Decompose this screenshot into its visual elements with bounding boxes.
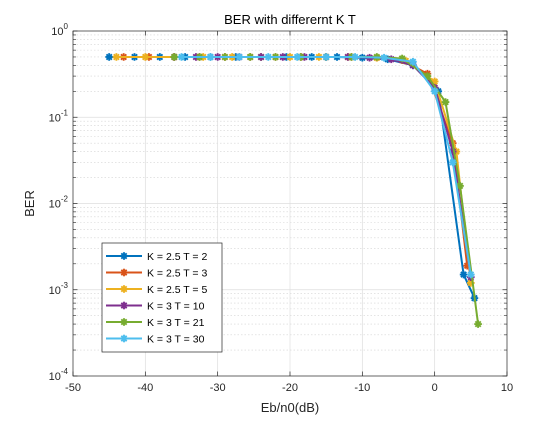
y-tick-label: 100	[51, 22, 68, 38]
data-point	[409, 57, 417, 66]
marker-stroke	[449, 158, 457, 166]
legend-box	[101, 242, 223, 353]
marker-stroke	[409, 58, 417, 66]
marker-stroke	[170, 53, 178, 61]
marker-stroke	[236, 53, 243, 61]
chart-title: BER with differernt K T	[224, 12, 356, 27]
x-tick-label: 10	[501, 382, 513, 394]
marker-stroke	[141, 53, 149, 61]
y-tick-labels: 100 10-1 10-2 10-3 10-4	[49, 22, 69, 383]
data-point	[235, 53, 244, 61]
legend-item: K = 2.5 T = 5	[106, 284, 207, 296]
data-point	[380, 53, 388, 62]
marker-stroke	[293, 53, 301, 61]
data-point	[293, 53, 302, 61]
marker-stroke	[120, 318, 128, 326]
marker-stroke	[380, 54, 388, 62]
marker-stroke	[431, 87, 439, 95]
x-tick-label: -50	[65, 382, 81, 394]
x-tick-label: -10	[354, 382, 370, 394]
marker-stroke	[322, 53, 330, 61]
data-point	[448, 158, 457, 167]
data-point	[105, 53, 113, 61]
series-6	[177, 53, 475, 279]
data-point	[170, 53, 179, 61]
series-layer	[105, 53, 482, 328]
data-point	[459, 270, 468, 279]
legend-item: K = 2.5 T = 2	[106, 251, 207, 263]
data-point	[441, 98, 450, 106]
marker-stroke	[120, 285, 128, 293]
marker-stroke	[351, 53, 359, 61]
marker-stroke	[120, 335, 128, 342]
legend-label: K = 2.5 T = 5	[147, 284, 207, 296]
data-point	[467, 270, 475, 279]
x-tick-label: 0	[432, 382, 438, 394]
data-point	[112, 53, 121, 61]
legend-label: K = 3 T = 21	[147, 317, 205, 329]
x-tick-label: -40	[137, 382, 153, 394]
y-tick-label: 10-2	[49, 195, 69, 211]
data-point	[120, 318, 128, 326]
y-axis-label: BER	[22, 190, 37, 217]
x-axis-label: Eb/n0(dB)	[261, 400, 320, 415]
y-tick-label: 10-1	[49, 108, 69, 124]
legend-item: K = 3 T = 10	[106, 301, 205, 313]
data-point	[351, 53, 359, 61]
data-point	[141, 53, 150, 61]
marker-stroke	[460, 271, 467, 278]
marker-stroke	[120, 302, 128, 309]
data-point	[322, 53, 330, 61]
data-point	[120, 268, 128, 277]
marker-stroke	[105, 53, 113, 61]
legend-label: K = 2.5 T = 3	[147, 268, 207, 280]
data-point	[120, 301, 128, 310]
legend-item: K = 2.5 T = 3	[106, 268, 207, 280]
data-point	[206, 53, 215, 61]
marker-stroke	[456, 182, 464, 190]
marker-stroke	[474, 320, 482, 328]
data-point	[177, 53, 186, 61]
legend-item: K = 3 T = 21	[106, 317, 205, 329]
series-line	[181, 56, 472, 275]
marker-stroke	[264, 53, 272, 61]
marker-stroke	[113, 53, 120, 61]
marker-stroke	[207, 53, 214, 61]
major-grid	[73, 31, 507, 376]
data-point	[264, 53, 273, 61]
data-point	[120, 252, 128, 260]
data-point	[120, 334, 128, 343]
marker-stroke	[442, 98, 449, 106]
legend-label: K = 3 T = 10	[147, 301, 205, 313]
y-tick-label: 10-3	[49, 281, 69, 297]
data-point	[474, 320, 482, 328]
data-point	[430, 87, 439, 96]
marker-stroke	[120, 269, 128, 276]
x-tick-labels: -50 -40 -30 -20 -10 0 10	[65, 382, 513, 394]
axis-ticks	[72, 30, 508, 377]
legend-item: K = 3 T = 30	[106, 334, 205, 346]
legend: K = 2.5 T = 2 K = 2.5 T = 3 K = 2.5 T = 5 K…	[101, 242, 223, 353]
x-tick-label: -20	[282, 382, 298, 394]
marker-stroke	[120, 252, 128, 260]
x-tick-label: -30	[210, 382, 226, 394]
y-tick-label: 10-4	[49, 367, 69, 383]
marker-stroke	[178, 53, 185, 61]
data-point	[120, 285, 128, 293]
marker-stroke	[467, 271, 475, 278]
legend-label: K = 2.5 T = 2	[147, 251, 207, 263]
legend-label: K = 3 T = 30	[147, 334, 205, 346]
